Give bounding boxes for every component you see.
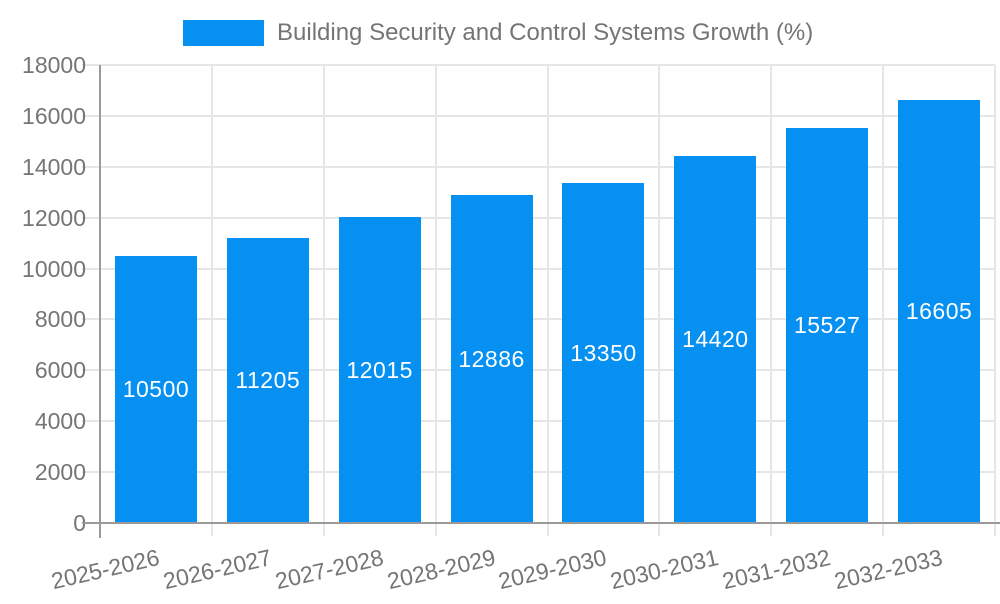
gridline-horizontal xyxy=(82,318,995,321)
legend-label: Building Security and Control Systems Gr… xyxy=(277,19,814,46)
gridline-horizontal xyxy=(82,114,995,117)
bar: 12886 xyxy=(450,195,533,523)
gridline-horizontal xyxy=(82,267,995,270)
gridline-vertical xyxy=(210,65,213,536)
gridline-vertical xyxy=(994,65,996,536)
y-axis-tick-label: 0 xyxy=(73,510,86,536)
y-axis-tick-label: 8000 xyxy=(34,306,86,333)
bar: 13350 xyxy=(562,183,645,523)
gridline-vertical xyxy=(546,65,549,536)
gridline-horizontal xyxy=(82,216,995,219)
bar-value-label: 10500 xyxy=(122,376,190,402)
y-axis-tick-label: 6000 xyxy=(34,357,86,384)
bar-value-label: 16605 xyxy=(905,298,973,324)
gridline-vertical xyxy=(770,65,773,536)
bar: 12015 xyxy=(338,217,421,523)
chart-legend[interactable]: Building Security and Control Systems Gr… xyxy=(183,19,813,47)
legend-swatch-icon xyxy=(183,20,264,46)
y-axis-tick-label: 12000 xyxy=(22,204,86,231)
y-axis-tick-label: 14000 xyxy=(22,153,86,180)
gridline-vertical xyxy=(658,65,661,536)
gridline-horizontal xyxy=(82,165,995,168)
bar-value-label: 15527 xyxy=(793,312,861,338)
bar: 10500 xyxy=(114,256,197,523)
y-axis-tick-label: 4000 xyxy=(34,408,86,435)
bar-value-label: 12886 xyxy=(458,345,525,372)
gridline-horizontal xyxy=(82,64,995,66)
y-axis-tick-label: 16000 xyxy=(22,102,86,129)
gridline-vertical xyxy=(882,65,885,536)
bar-value-label: 11205 xyxy=(235,367,301,393)
bar: 11205 xyxy=(226,238,309,523)
gridline-horizontal xyxy=(82,420,995,423)
bar: 15527 xyxy=(786,128,869,523)
x-axis-line xyxy=(82,522,1000,524)
y-axis-tick-label: 18000 xyxy=(22,52,86,78)
gridline-vertical xyxy=(322,65,325,536)
gridline-vertical xyxy=(434,65,437,536)
bar-value-label: 13350 xyxy=(570,339,637,366)
bar-value-label: 14420 xyxy=(682,326,749,352)
gridline-horizontal xyxy=(82,471,995,474)
gridline-horizontal xyxy=(82,369,995,372)
y-axis-tick-label: 10000 xyxy=(22,255,86,282)
bar: 14420 xyxy=(674,156,757,523)
y-axis-tick-label: 2000 xyxy=(34,459,86,486)
bar-value-label: 12015 xyxy=(346,356,413,383)
y-axis-line xyxy=(99,65,101,538)
bar: 16605 xyxy=(898,100,981,523)
